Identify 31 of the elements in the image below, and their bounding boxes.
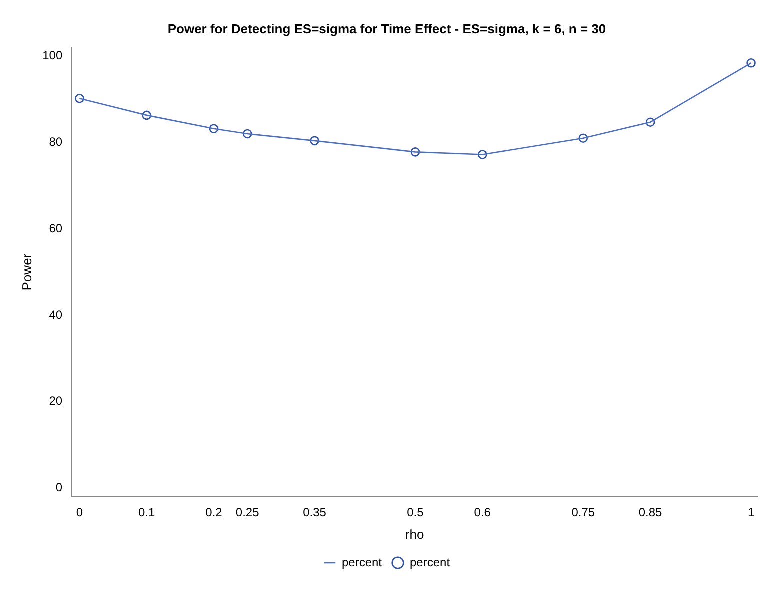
x-tick-label: 0.2	[206, 506, 223, 520]
y-tick-label: 100	[42, 48, 63, 63]
point	[478, 150, 488, 160]
x-tick-label: 0.35	[303, 506, 327, 520]
x-tick-label: 0.25	[236, 506, 260, 520]
point	[578, 134, 588, 143]
x-tick-label: 0.1	[138, 506, 156, 520]
x-tick-label: 0.85	[638, 506, 663, 520]
point	[410, 148, 420, 157]
point	[746, 58, 756, 68]
point	[142, 110, 152, 120]
point	[75, 94, 84, 104]
point	[209, 124, 219, 134]
point	[310, 136, 320, 146]
y-tick-label: 0	[56, 480, 63, 495]
y-tick-label: 60	[49, 221, 63, 236]
y-tick-label: 40	[49, 308, 63, 322]
y-tick-label: 20	[49, 394, 63, 408]
y-tick-label: 80	[49, 134, 63, 149]
x-tick-label: 0.6	[474, 506, 492, 520]
legend-label: percent	[342, 555, 383, 570]
y-axis-title: Power	[19, 253, 34, 291]
legend-label: percent	[410, 555, 451, 570]
x-axis-title: rho	[405, 526, 424, 542]
chart-title: Power for Detecting ES=sigma for Time Effect - ES=sigma, k = 6, n = 30	[168, 21, 606, 36]
x-tick-label: 0.75	[572, 506, 596, 520]
point	[646, 118, 656, 128]
x-tick-label: 1	[748, 506, 755, 520]
x-tick-label: 0	[76, 506, 84, 520]
point	[242, 129, 252, 139]
x-tick-label: 0.5	[407, 506, 424, 520]
